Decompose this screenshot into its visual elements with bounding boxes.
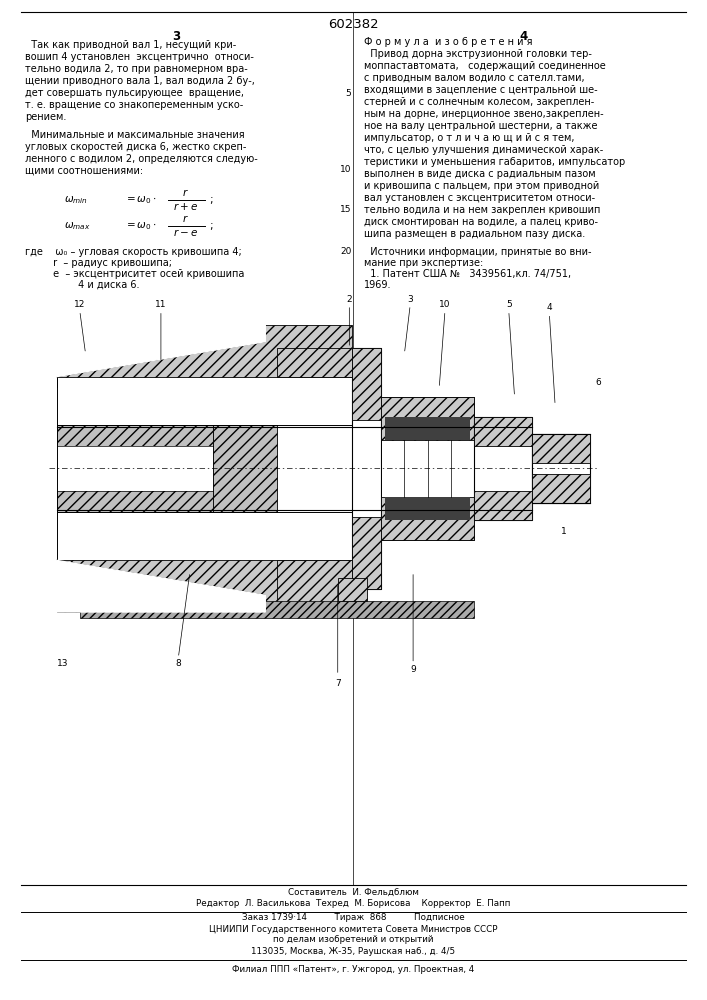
- Text: 12: 12: [74, 300, 86, 309]
- Text: 10: 10: [439, 300, 451, 309]
- Text: 9: 9: [410, 665, 416, 674]
- Text: 7: 7: [335, 679, 341, 688]
- Text: и кривошипа с пальцем, при этом приводной: и кривошипа с пальцем, при этом приводно…: [364, 181, 600, 191]
- Text: $;$: $;$: [209, 221, 214, 232]
- Text: щими соотношениями:: щими соотношениями:: [25, 166, 143, 176]
- Text: 4 и диска 6.: 4 и диска 6.: [25, 280, 139, 290]
- Text: 113035, Москва, Ж-35, Раушская наб., д. 4/5: 113035, Москва, Ж-35, Раушская наб., д. …: [252, 946, 455, 956]
- Text: дет совершать пульсирующее  вращение,: дет совершать пульсирующее вращение,: [25, 88, 244, 98]
- Text: вошип 4 установлен  эксцентрично  относи-: вошип 4 установлен эксцентрично относи-: [25, 52, 254, 62]
- Text: r  – радиус кривошипа;: r – радиус кривошипа;: [25, 258, 172, 268]
- Bar: [338, 578, 367, 601]
- Bar: [474, 491, 532, 520]
- Text: стерней и с солнечным колесом, закреплен-: стерней и с солнечным колесом, закреплен…: [364, 97, 595, 107]
- Bar: [381, 397, 474, 540]
- Text: $r$: $r$: [182, 188, 189, 198]
- Text: входящими в зацепление с центральной ше-: входящими в зацепление с центральной ше-: [364, 85, 597, 95]
- Text: Так как приводной вал 1, несущий кри-: Так как приводной вал 1, несущий кри-: [25, 40, 236, 50]
- Text: $;$: $;$: [209, 194, 214, 206]
- Text: $r$: $r$: [182, 214, 189, 225]
- Bar: [277, 560, 352, 612]
- Text: теристики и уменьшения габаритов, импульсатор: теристики и уменьшения габаритов, импуль…: [364, 157, 626, 167]
- Bar: [474, 417, 532, 446]
- Text: 15: 15: [340, 206, 351, 215]
- Text: мание при экспертизе:: мание при экспертизе:: [364, 258, 484, 268]
- Text: $r - e$: $r - e$: [173, 228, 198, 238]
- Text: 4: 4: [547, 303, 552, 312]
- Bar: [57, 325, 352, 377]
- Bar: [532, 434, 590, 503]
- Text: Ф о р м у л а  и з о б р е т е н и я: Ф о р м у л а и з о б р е т е н и я: [364, 37, 532, 47]
- Text: 3: 3: [407, 295, 413, 304]
- Bar: [57, 425, 213, 512]
- Text: $= \omega_0 \cdot$: $= \omega_0 \cdot$: [124, 220, 156, 232]
- Text: Филиал ППП «Патент», г. Ужгород, ул. Проектная, 4: Филиал ППП «Патент», г. Ужгород, ул. Про…: [233, 964, 474, 974]
- Bar: [532, 434, 590, 463]
- Text: 10: 10: [340, 165, 351, 174]
- Text: 1: 1: [561, 527, 567, 536]
- Bar: [381, 397, 474, 440]
- Polygon shape: [57, 560, 265, 612]
- Bar: [213, 425, 277, 512]
- Text: Привод дорна экструзионной головки тер-: Привод дорна экструзионной головки тер-: [364, 49, 592, 59]
- Text: Минимальные и максимальные значения: Минимальные и максимальные значения: [25, 130, 245, 140]
- Text: по делам изобретений и открытий: по делам изобретений и открытий: [273, 936, 434, 944]
- Text: шипа размещен в радиальном пазу диска.: шипа размещен в радиальном пазу диска.: [364, 229, 585, 239]
- Text: 4: 4: [519, 30, 527, 43]
- Text: ленного с водилом 2, определяются следую-: ленного с водилом 2, определяются следую…: [25, 154, 257, 164]
- Text: рением.: рением.: [25, 112, 66, 122]
- Text: 2: 2: [346, 295, 352, 304]
- Bar: [57, 560, 352, 612]
- Text: 3: 3: [173, 30, 181, 43]
- Bar: [352, 348, 381, 420]
- Bar: [352, 517, 381, 589]
- Text: щении приводного вала 1, вал водила 2 бу-,: щении приводного вала 1, вал водила 2 бу…: [25, 76, 255, 86]
- Text: моппаставтомата,   содержащий соединенное: моппаставтомата, содержащий соединенное: [364, 61, 606, 71]
- Bar: [352, 348, 381, 589]
- Text: $\omega_{min}$: $\omega_{min}$: [64, 194, 88, 206]
- Text: ным на дорне, инерционное звено,закреплен-: ным на дорне, инерционное звено,закрепле…: [364, 109, 604, 119]
- Text: $= \omega_0 \cdot$: $= \omega_0 \cdot$: [124, 194, 156, 206]
- Text: 5: 5: [506, 300, 512, 309]
- Text: 1. Патент США №   3439561,кл. 74/751,: 1. Патент США № 3439561,кл. 74/751,: [364, 269, 571, 279]
- Bar: [385, 417, 470, 440]
- Text: 8: 8: [175, 659, 181, 668]
- Text: $\omega_{max}$: $\omega_{max}$: [64, 220, 90, 232]
- Bar: [532, 474, 590, 503]
- Text: ЦНИИПИ Государственного комитета Совета Министров СССР: ЦНИИПИ Государственного комитета Совета …: [209, 924, 498, 934]
- Text: e  – эксцентриситет осей кривошипа: e – эксцентриситет осей кривошипа: [25, 269, 244, 279]
- Text: т. е. вращение со знакопеременным уско-: т. е. вращение со знакопеременным уско-: [25, 100, 243, 110]
- Text: с приводным валом водило с сателл.тами,: с приводным валом водило с сателл.тами,: [364, 73, 585, 83]
- Text: $r + e$: $r + e$: [173, 202, 198, 213]
- Text: Редактор  Л. Василькова  Техред  М. Борисова    Корректор  Е. Папп: Редактор Л. Василькова Техред М. Борисов…: [197, 900, 510, 908]
- Text: импульсатор, о т л и ч а ю щ и й с я тем,: импульсатор, о т л и ч а ю щ и й с я тем…: [364, 133, 575, 143]
- Bar: [80, 601, 474, 618]
- Text: Заказ 1739·14          Тираж  868          Подписное: Заказ 1739·14 Тираж 868 Подписное: [243, 914, 464, 922]
- Text: тельно водила 2, то при равномерном вра-: тельно водила 2, то при равномерном вра-: [25, 64, 247, 74]
- Text: ное на валу центральной шестерни, а также: ное на валу центральной шестерни, а такж…: [364, 121, 597, 131]
- Text: 602382: 602382: [328, 18, 379, 31]
- Text: вал установлен с эксцентриситетом относи-: вал установлен с эксцентриситетом относи…: [364, 193, 595, 203]
- Text: диск смонтирован на водиле, а палец криво-: диск смонтирован на водиле, а палец крив…: [364, 217, 598, 227]
- Bar: [385, 497, 470, 520]
- Text: где    ω₀ – угловая скорость кривошипа 4;: где ω₀ – угловая скорость кривошипа 4;: [25, 247, 242, 257]
- Text: 5: 5: [346, 89, 351, 98]
- Text: Составитель  И. Фельдблюм: Составитель И. Фельдблюм: [288, 888, 419, 896]
- Text: 20: 20: [340, 247, 351, 256]
- Text: 1969.: 1969.: [364, 280, 392, 290]
- Text: 13: 13: [57, 659, 68, 668]
- Text: что, с целью улучшения динамической харак-: что, с целью улучшения динамической хара…: [364, 145, 603, 155]
- Text: 6: 6: [596, 378, 602, 387]
- Text: 11: 11: [155, 300, 167, 309]
- Text: Источники информации, принятые во вни-: Источники информации, принятые во вни-: [364, 247, 592, 257]
- Bar: [474, 417, 532, 520]
- Bar: [381, 497, 474, 540]
- Text: выполнен в виде диска с радиальным пазом: выполнен в виде диска с радиальным пазом: [364, 169, 596, 179]
- Bar: [57, 446, 213, 491]
- Bar: [277, 348, 352, 377]
- Text: угловых скоростей диска 6, жестко скреп-: угловых скоростей диска 6, жестко скреп-: [25, 142, 246, 152]
- Polygon shape: [57, 325, 265, 377]
- Text: тельно водила и на нем закреплен кривошип: тельно водила и на нем закреплен кривоши…: [364, 205, 600, 215]
